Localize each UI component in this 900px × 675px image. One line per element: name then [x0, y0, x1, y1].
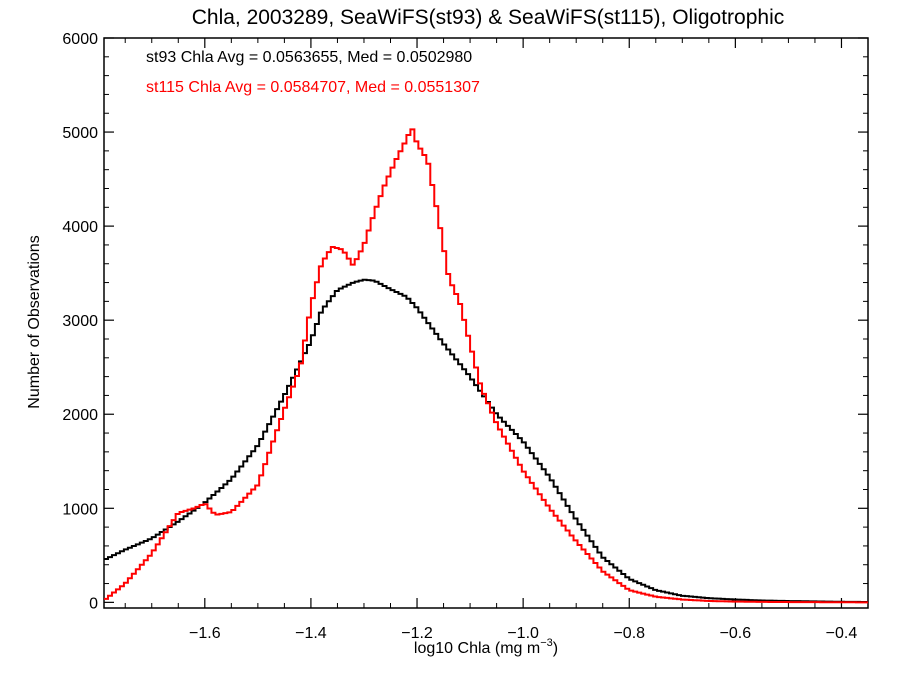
x-axis-label-sup: −3 — [540, 637, 553, 649]
y-tick-label: 1000 — [62, 501, 98, 518]
y-axis-label: Number of Observations — [26, 235, 43, 408]
y-tick-label: 6000 — [62, 31, 98, 48]
y-tick-label: 2000 — [62, 407, 98, 424]
series-line-0 — [104, 278, 868, 603]
x-axis-label-main: log10 Chla (mg m — [414, 640, 540, 657]
chart-title: Chla, 2003289, SeaWiFS(st93) & SeaWiFS(s… — [192, 6, 785, 29]
x-tick-label: −1.4 — [295, 625, 327, 642]
x-tick-label: −0.4 — [826, 625, 858, 642]
y-tick-label: 3000 — [62, 313, 98, 330]
x-axis-label: log10 Chla (mg m−3) — [414, 637, 558, 657]
x-axis: −1.6 −1.4 −1.2 −1.0 −0.8 −0.6 −0.4 — [124, 38, 869, 642]
plot-frame — [103, 37, 869, 609]
x-tick-label: −1.2 — [401, 625, 433, 642]
annotation-st93: st93 Chla Avg = 0.0563655, Med = 0.05029… — [146, 49, 472, 66]
y-tick-label: 0 — [89, 595, 98, 612]
x-tick-label: −0.6 — [720, 625, 752, 642]
annotation-st115: st115 Chla Avg = 0.0584707, Med = 0.0551… — [146, 79, 480, 96]
x-tick-label: −0.8 — [613, 625, 645, 642]
x-axis-label-close: ) — [553, 640, 558, 657]
series-layer — [104, 128, 868, 604]
y-tick-label: 4000 — [62, 219, 98, 236]
x-tick-label: −1.6 — [189, 625, 221, 642]
y-tick-label: 5000 — [62, 125, 98, 142]
x-tick-label: −1.0 — [507, 625, 539, 642]
y-axis: 0 1000 2000 3000 4000 5000 6000 — [62, 31, 868, 612]
series-line-1 — [104, 128, 868, 604]
